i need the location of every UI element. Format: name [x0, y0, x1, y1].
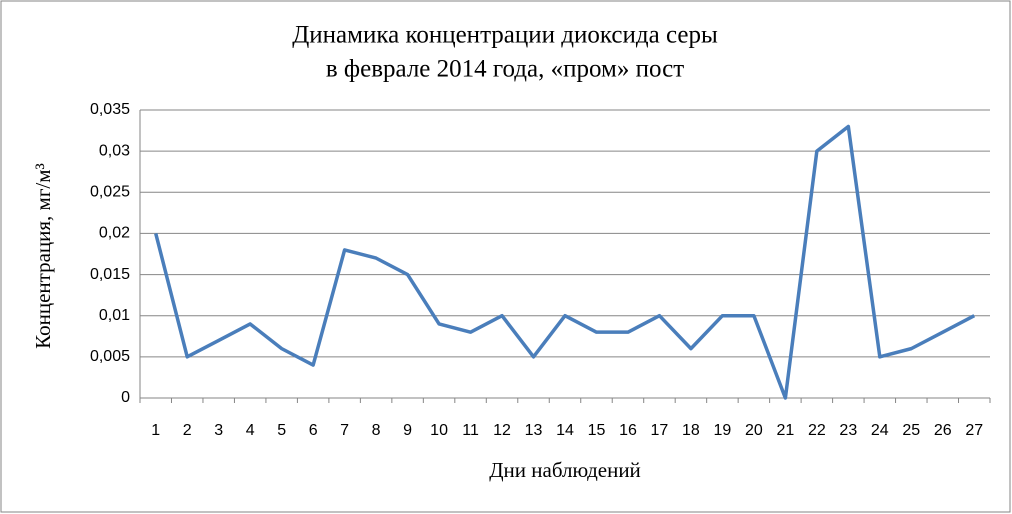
y-tick-label: 0,015 [90, 266, 130, 283]
x-tick-label: 19 [714, 422, 732, 439]
y-tick-label: 0 [121, 389, 130, 406]
x-tick-label: 6 [309, 422, 318, 439]
x-tick-label: 14 [556, 422, 574, 439]
x-tick-label: 17 [651, 422, 669, 439]
y-tick-label: 0,025 [90, 184, 130, 201]
x-tick-label: 8 [372, 422, 381, 439]
x-tick-label: 3 [214, 422, 223, 439]
y-tick-label: 0,005 [90, 348, 130, 365]
x-tick-label: 5 [277, 422, 286, 439]
x-tick-label: 10 [430, 422, 448, 439]
y-tick-label: 0,01 [99, 307, 130, 324]
chart-subtitle: в феврале 2014 года, «пром» пост [326, 56, 684, 83]
x-tick-label: 11 [462, 422, 479, 439]
chart-title: Динамика концентрации диоксида серы [292, 22, 718, 49]
x-tick-label: 16 [619, 422, 637, 439]
data-line [154, 124, 976, 400]
x-tick-label: 24 [871, 422, 889, 439]
x-tick-label: 13 [525, 422, 543, 439]
x-tick-label: 22 [808, 422, 826, 439]
x-tick-label: 15 [588, 422, 606, 439]
y-tick-label: 0,035 [90, 101, 130, 118]
x-tick-label: 2 [183, 422, 192, 439]
x-tick-label: 18 [682, 422, 700, 439]
x-tick-label: 9 [403, 422, 412, 439]
x-tick-label: 27 [965, 422, 983, 439]
x-tick-label: 20 [745, 422, 763, 439]
x-tick-label: 1 [151, 422, 160, 439]
x-tick-label: 12 [493, 422, 511, 439]
y-tick-label: 0,03 [99, 142, 130, 159]
y-axis-label: Концентрация, мг/м³ [31, 163, 55, 349]
x-tick-label: 25 [902, 422, 920, 439]
x-tick-label: 21 [776, 422, 794, 439]
x-tick-label: 23 [839, 422, 857, 439]
x-tick-label: 26 [934, 422, 952, 439]
x-tick-label: 7 [340, 422, 349, 439]
y-tick-label: 0,02 [99, 225, 130, 242]
x-tick-label: 4 [246, 422, 255, 439]
x-axis-label: Дни наблюдений [489, 458, 641, 482]
